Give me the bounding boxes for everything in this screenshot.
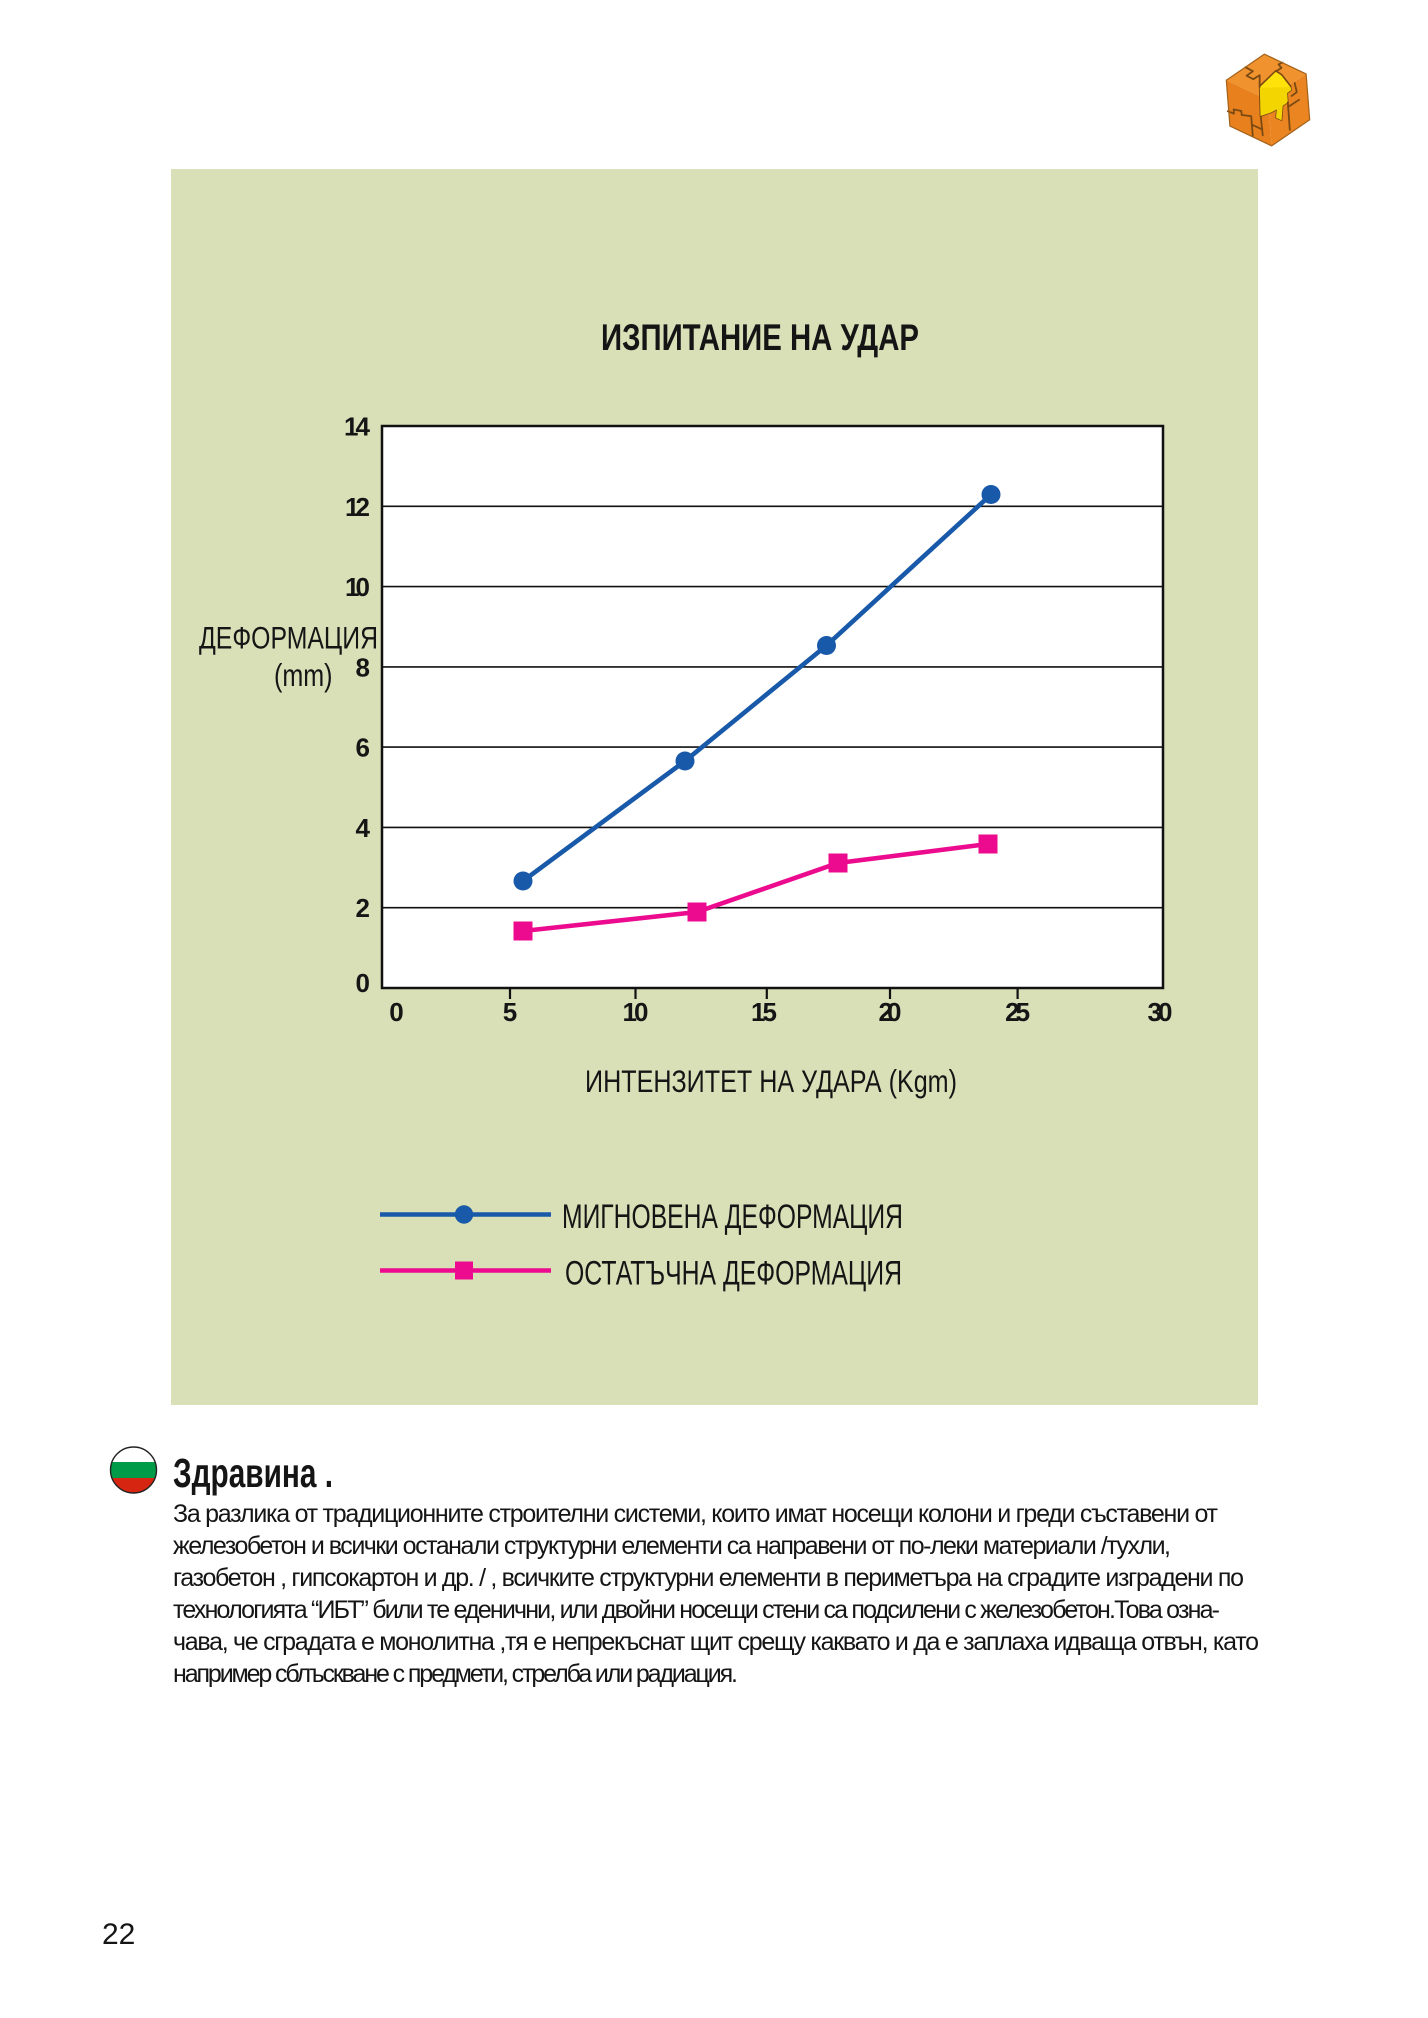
svg-text:5: 5 — [503, 997, 517, 1027]
svg-text:МИГНОВЕНА ДЕФОРМАЦИЯ: МИГНОВЕНА ДЕФОРМАЦИЯ — [562, 1198, 903, 1236]
svg-text:технологията “ИБТ” били те еде: технологията “ИБТ” били те еденични, или… — [173, 1596, 1220, 1624]
svg-text:чава, че сградата е монолитна: чава, че сградата е монолитна ,тя е непр… — [173, 1628, 1259, 1656]
svg-text:8: 8 — [356, 652, 370, 682]
svg-text:10: 10 — [345, 572, 370, 602]
svg-text:22: 22 — [102, 1918, 135, 1951]
svg-text:6: 6 — [356, 733, 370, 763]
svg-text:4: 4 — [356, 813, 371, 843]
svg-text:например сблъскване с предмети: например сблъскване с предмети, стрелба … — [173, 1660, 738, 1688]
svg-text:14: 14 — [344, 412, 371, 442]
svg-text:10: 10 — [623, 997, 649, 1027]
svg-text:железобетон и всички останали: железобетон и всички останали структурни… — [173, 1532, 1171, 1560]
svg-text:12: 12 — [345, 492, 370, 522]
svg-text:(mm): (mm) — [274, 657, 333, 693]
svg-text:0: 0 — [389, 997, 403, 1027]
svg-text:30: 30 — [1148, 997, 1173, 1027]
svg-text:ИНТЕНЗИТЕТ НА УДАРА (Kgm): ИНТЕНЗИТЕТ НА УДАРА (Kgm) — [585, 1063, 957, 1099]
svg-text:20: 20 — [879, 997, 902, 1027]
svg-text:0: 0 — [356, 968, 370, 998]
svg-text:15: 15 — [751, 997, 777, 1027]
svg-text:Здравина .: Здравина . — [173, 1450, 333, 1496]
svg-text:ДЕФОРМАЦИЯ: ДЕФОРМАЦИЯ — [199, 620, 378, 656]
svg-text:25: 25 — [1005, 997, 1030, 1027]
svg-text:За разлика от традиционните ст: За разлика от традиционните строителни с… — [173, 1500, 1219, 1528]
svg-text:газобетон , гипсокартон и др.: газобетон , гипсокартон и др. / , всички… — [173, 1564, 1244, 1592]
svg-text:2: 2 — [356, 893, 370, 923]
svg-text:ОСТАТЪЧНА ДЕФОРМАЦИЯ: ОСТАТЪЧНА ДЕФОРМАЦИЯ — [565, 1255, 902, 1293]
svg-text:ИЗПИТАНИЕ НА УДАР: ИЗПИТАНИЕ НА УДАР — [601, 317, 919, 358]
